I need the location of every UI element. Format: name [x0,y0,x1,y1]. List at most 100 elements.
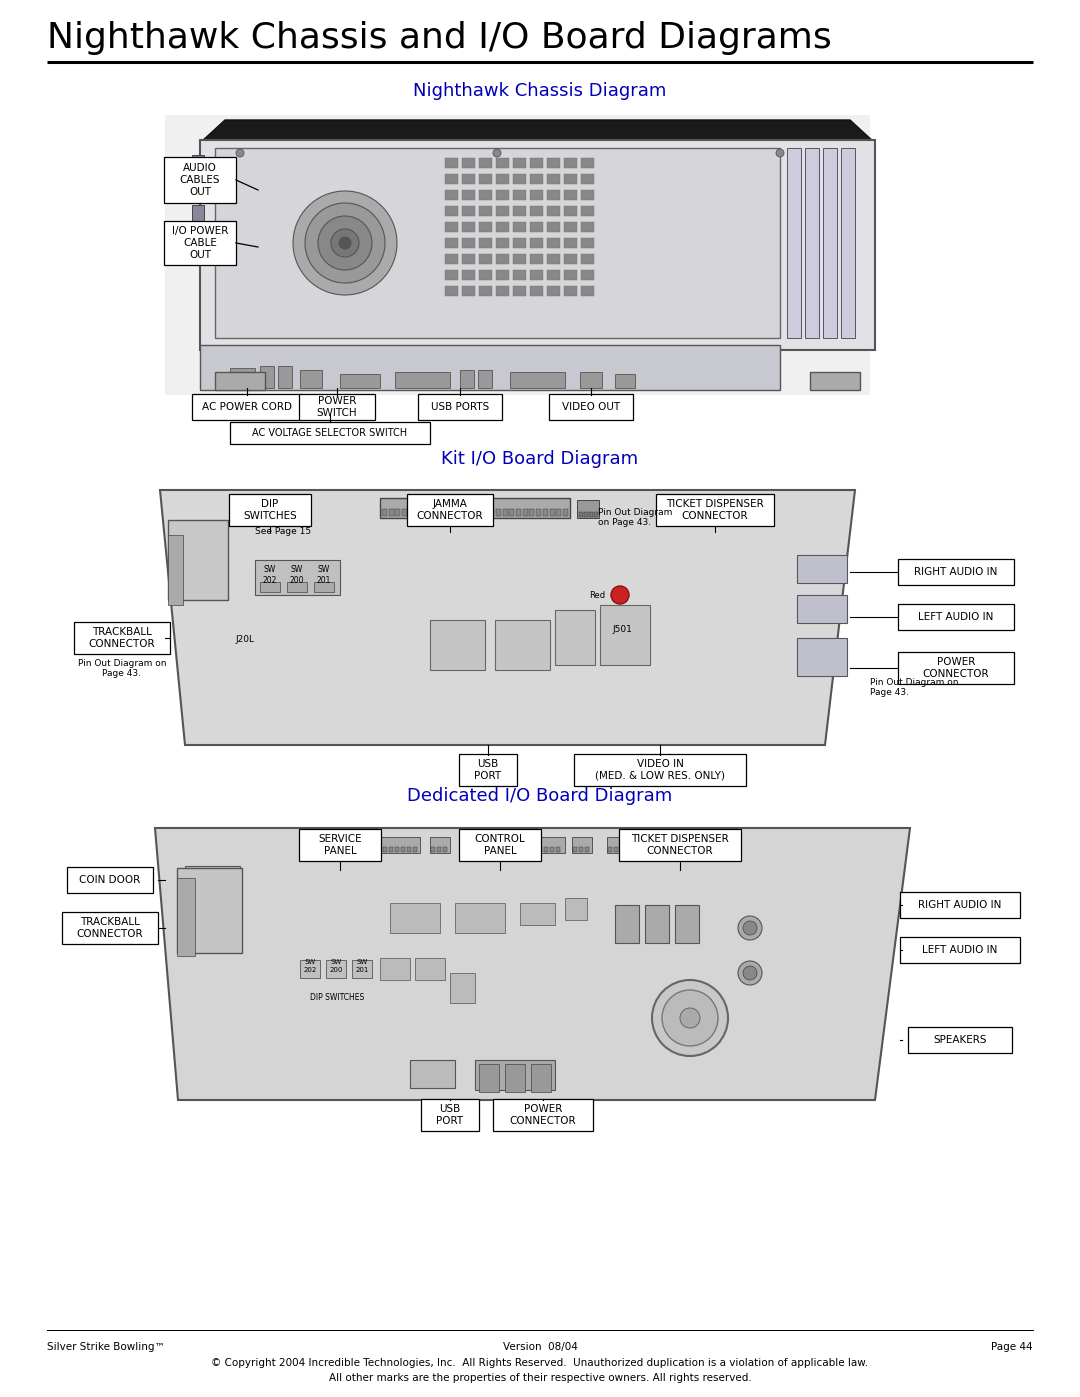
Bar [519,902,555,925]
Bar [215,372,265,390]
Text: Red: Red [589,591,605,599]
Bar [462,222,475,232]
Bar [564,270,577,279]
Bar [581,286,594,296]
Bar [395,847,399,852]
Bar [449,509,454,515]
Bar [496,270,509,279]
Bar [435,509,441,515]
Bar [581,254,594,264]
Bar [656,495,774,527]
Text: SW
202: SW 202 [303,960,316,972]
Text: RIGHT AUDIO IN: RIGHT AUDIO IN [918,900,1001,909]
Text: J501: J501 [612,626,632,634]
Bar [564,158,577,168]
Bar [581,237,594,249]
Bar [380,958,410,981]
Bar [579,511,583,517]
Text: USB PORTS: USB PORTS [431,402,489,412]
Bar [675,905,699,943]
Bar [445,158,458,168]
Bar [383,847,387,852]
Bar [415,958,445,981]
Bar [543,509,548,515]
Bar [900,937,1020,963]
Bar [513,205,526,217]
Circle shape [743,921,757,935]
Bar [445,270,458,279]
Bar [908,1027,1012,1053]
Bar [192,205,204,233]
Bar [594,511,598,517]
Circle shape [237,149,244,156]
Bar [229,495,311,527]
Bar [395,372,450,388]
Bar [443,847,447,852]
Bar [480,222,492,232]
Bar [607,837,623,854]
Bar [67,868,153,893]
Bar [478,847,482,852]
Bar [255,560,340,595]
Text: RIGHT AUDIO IN: RIGHT AUDIO IN [915,567,998,577]
Bar [513,286,526,296]
Polygon shape [200,120,875,142]
Bar [185,866,240,898]
Text: JAMMA
CONNECTOR: JAMMA CONNECTOR [417,499,484,521]
Bar [353,847,357,852]
Text: POWER
SWITCH: POWER SWITCH [316,397,357,418]
Bar [513,175,526,184]
Text: Nighthawk Chassis and I/O Board Diagrams: Nighthawk Chassis and I/O Board Diagrams [48,21,832,54]
Bar [550,509,554,515]
Bar [480,190,492,200]
Bar [572,837,592,854]
Bar [546,237,561,249]
Bar [615,374,635,388]
Bar [299,394,375,420]
Bar [352,960,372,978]
Bar [480,158,492,168]
Circle shape [777,149,784,156]
Text: DIP
SWITCHES: DIP SWITCHES [243,499,297,521]
Bar [462,509,468,515]
Bar [407,495,492,527]
Bar [496,158,509,168]
Bar [185,872,203,900]
Bar [546,286,561,296]
Bar [897,652,1014,685]
Text: SW
200: SW 200 [289,566,305,585]
Bar [585,847,589,852]
Bar [530,286,543,296]
Bar [402,509,407,515]
Bar [810,372,860,390]
Text: Pin Out Diagram on
Page 43.: Pin Out Diagram on Page 43. [78,659,166,679]
Bar [495,620,550,671]
Bar [580,372,602,388]
Bar [492,1099,593,1132]
Text: DIP SWITCHES: DIP SWITCHES [310,993,364,1002]
Bar [546,222,561,232]
Bar [546,270,561,279]
Bar [556,509,562,515]
Bar [823,148,837,338]
Bar [581,175,594,184]
Bar [549,394,633,420]
Bar [530,270,543,279]
Bar [556,847,561,852]
Bar [564,237,577,249]
Bar [536,509,541,515]
Bar [445,237,458,249]
Bar [456,509,461,515]
Bar [489,509,495,515]
Bar [310,837,420,854]
Bar [299,828,381,861]
Bar [390,902,440,933]
Bar [413,847,417,852]
Text: LEFT AUDIO IN: LEFT AUDIO IN [918,612,994,622]
Text: SPEAKERS: SPEAKERS [933,1035,987,1045]
Bar [513,158,526,168]
Bar [455,902,505,933]
Bar [164,221,237,265]
Bar [530,175,543,184]
Bar [502,847,507,852]
